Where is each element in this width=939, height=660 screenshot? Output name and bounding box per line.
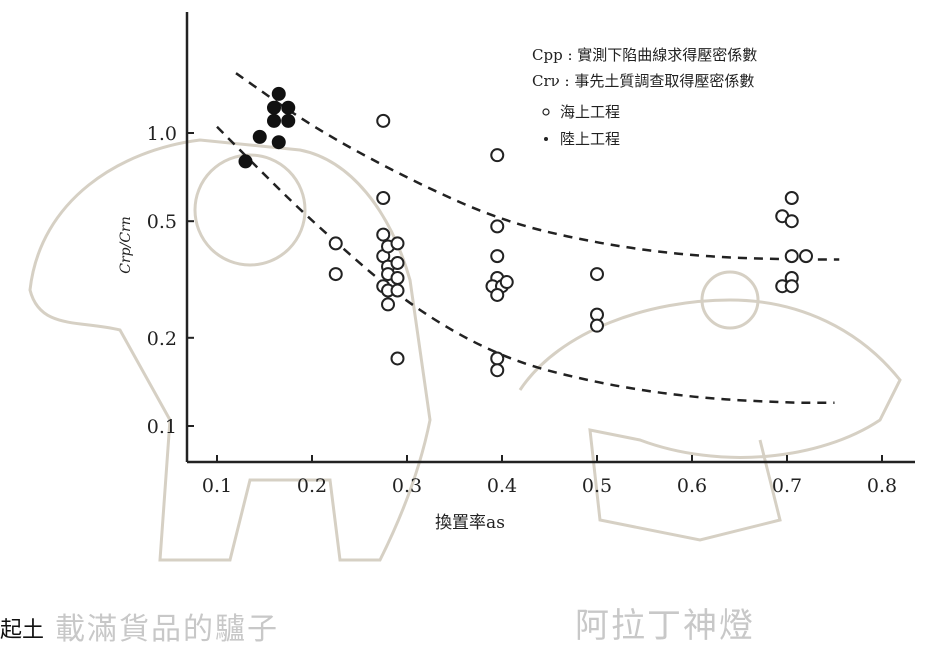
- y-tick-label: 1.0: [147, 123, 177, 145]
- point-sea: [590, 318, 604, 333]
- dashed-curve: [235, 72, 840, 261]
- x-tick-label: 0.6: [677, 475, 707, 497]
- point-sea: [784, 249, 799, 264]
- point-sea: [376, 113, 391, 128]
- point-sea: [390, 236, 405, 251]
- point-land: [238, 154, 253, 169]
- point-sea: [376, 227, 391, 242]
- point-sea: [499, 275, 514, 290]
- x-axis-label: 換置率as: [435, 513, 505, 533]
- point-sea: [590, 267, 604, 282]
- watermark-illustration: [28, 138, 902, 562]
- trend-curves: [216, 72, 840, 405]
- point-sea: [390, 256, 405, 271]
- point-sea: [784, 191, 799, 206]
- point-sea: [784, 214, 799, 229]
- data-points: [238, 86, 813, 378]
- legend-marker-land: [544, 137, 548, 141]
- watermark-lamp-caption: 阿拉丁神燈: [575, 606, 755, 646]
- legend-label: 海上工程: [560, 103, 620, 121]
- point-sea: [381, 297, 395, 312]
- point-sea: [490, 351, 505, 366]
- point-sea: [490, 287, 505, 302]
- legend-marker-sea: [542, 108, 550, 116]
- x-tick-label: 0.3: [392, 475, 422, 497]
- watermark-donkey-caption: 載滿貨品的驢子: [55, 612, 279, 647]
- point-sea: [390, 283, 405, 298]
- y-tick-label: 0.1: [147, 416, 177, 438]
- y-axis-label: Crp/Crn: [118, 216, 134, 274]
- point-sea: [390, 270, 405, 285]
- x-tick-label: 0.2: [297, 475, 327, 497]
- point-land: [271, 86, 286, 101]
- x-tick-label: 0.5: [582, 475, 612, 497]
- legend: Cрp : 實測下陷曲線求得壓密係數 Crν : 事先土質調查取得壓密係數海上工程…: [532, 46, 757, 148]
- point-sea: [376, 191, 391, 206]
- chart-axes: [185, 12, 915, 464]
- axis-labels: 換置率as Crp/Crn: [118, 216, 505, 533]
- point-land: [281, 100, 296, 115]
- x-tick-label: 0.7: [772, 475, 802, 497]
- point-sea: [328, 236, 343, 251]
- point-land: [281, 113, 296, 128]
- tick-labels: 0.1 0.2 0.3 0.4 0.5 0.6 0.7 0.8 0.1 0.2 0.5 1.0: [147, 123, 897, 497]
- y-tick-label: 0.5: [147, 211, 177, 233]
- point-sea: [799, 249, 813, 264]
- point-sea: [390, 351, 405, 366]
- point-sea: [490, 219, 505, 234]
- x-tick-label: 0.4: [487, 475, 517, 497]
- x-tick-label: 0.8: [867, 475, 897, 497]
- legend-definition: Crν : 事先土質調查取得壓密係數: [532, 72, 754, 90]
- point-sea: [490, 148, 505, 163]
- point-land: [252, 129, 267, 144]
- point-sea: [328, 267, 343, 282]
- legend-definition: Cрp : 實測下陷曲線求得壓密係數: [532, 46, 757, 64]
- point-sea: [784, 279, 799, 294]
- point-land: [267, 100, 281, 115]
- point-sea: [490, 249, 505, 264]
- point-land: [267, 113, 281, 128]
- point-land: [271, 135, 286, 150]
- legend-label: 陸上工程: [560, 130, 620, 148]
- point-sea: [490, 363, 505, 378]
- dashed-curve: [216, 125, 835, 405]
- page-text-fragment: 起土: [0, 618, 45, 643]
- y-tick-label: 0.2: [147, 328, 177, 350]
- x-tick-label: 0.1: [202, 475, 232, 497]
